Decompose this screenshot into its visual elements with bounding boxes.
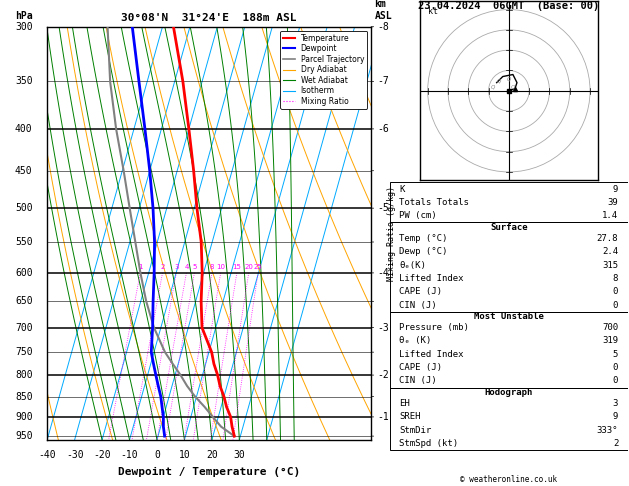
Text: Mixing Ratio (g/kg): Mixing Ratio (g/kg) [387, 186, 396, 281]
Text: 30°08'N  31°24'E  188m ASL: 30°08'N 31°24'E 188m ASL [121, 13, 297, 23]
Text: 800: 800 [15, 370, 33, 380]
Text: 8: 8 [613, 274, 618, 283]
Text: -3: -3 [377, 323, 389, 332]
Text: 10: 10 [216, 264, 225, 270]
Text: 600: 600 [15, 268, 33, 278]
Text: 950: 950 [15, 431, 33, 441]
Text: Totals Totals: Totals Totals [399, 198, 469, 207]
Text: CIN (J): CIN (J) [399, 300, 437, 310]
Text: Pressure (mb): Pressure (mb) [399, 323, 469, 332]
Text: 650: 650 [15, 296, 33, 306]
Text: SREH: SREH [399, 413, 421, 421]
Text: -30: -30 [66, 450, 84, 460]
Text: -7: -7 [377, 76, 389, 87]
Text: 15: 15 [232, 264, 242, 270]
Text: θₑ(K): θₑ(K) [399, 260, 426, 270]
Text: 10: 10 [179, 450, 191, 460]
Text: 4: 4 [184, 264, 189, 270]
Text: 0: 0 [613, 300, 618, 310]
Text: 1: 1 [138, 264, 143, 270]
Text: Dewp (°C): Dewp (°C) [399, 247, 448, 256]
Text: 1.4: 1.4 [602, 211, 618, 220]
Text: 5: 5 [192, 264, 197, 270]
Text: 0: 0 [613, 377, 618, 385]
Text: PW (cm): PW (cm) [399, 211, 437, 220]
Text: 27.8: 27.8 [597, 234, 618, 243]
Text: 750: 750 [15, 347, 33, 357]
Text: 8: 8 [209, 264, 214, 270]
Text: -1: -1 [377, 412, 389, 422]
Text: 2: 2 [160, 264, 165, 270]
Text: 9: 9 [613, 185, 618, 193]
Text: Q: Q [511, 85, 515, 90]
Text: Surface: Surface [490, 223, 528, 232]
Text: Q: Q [507, 77, 511, 82]
Text: -2: -2 [377, 370, 389, 380]
Text: 333°: 333° [597, 426, 618, 434]
Text: 319: 319 [602, 336, 618, 346]
Text: 400: 400 [15, 124, 33, 134]
Text: Most Unstable: Most Unstable [474, 312, 544, 321]
Text: 20: 20 [244, 264, 253, 270]
Text: 9: 9 [613, 413, 618, 421]
Text: 300: 300 [15, 22, 33, 32]
Legend: Temperature, Dewpoint, Parcel Trajectory, Dry Adiabat, Wet Adiabat, Isotherm, Mi: Temperature, Dewpoint, Parcel Trajectory… [280, 31, 367, 109]
Text: -10: -10 [121, 450, 138, 460]
Bar [390, 387, 628, 450]
Text: CIN (J): CIN (J) [399, 377, 437, 385]
Text: -40: -40 [38, 450, 56, 460]
Text: -5: -5 [377, 203, 389, 213]
Text: 315: 315 [602, 260, 618, 270]
Text: 450: 450 [15, 166, 33, 176]
Text: -20: -20 [93, 450, 111, 460]
Bar [390, 182, 628, 223]
Text: 23.04.2024  06GMT  (Base: 00): 23.04.2024 06GMT (Base: 00) [418, 1, 599, 12]
Text: θₑ (K): θₑ (K) [399, 336, 431, 346]
Text: 350: 350 [15, 76, 33, 87]
Text: 20: 20 [206, 450, 218, 460]
Text: 2.4: 2.4 [602, 247, 618, 256]
Text: Dewpoint / Temperature (°C): Dewpoint / Temperature (°C) [118, 467, 300, 477]
Text: StmSpd (kt): StmSpd (kt) [399, 439, 459, 448]
Text: 700: 700 [602, 323, 618, 332]
Text: -8: -8 [377, 22, 389, 32]
Text: km
ASL: km ASL [374, 0, 392, 20]
Text: Q: Q [491, 85, 495, 90]
Text: EH: EH [399, 399, 410, 408]
Text: 0: 0 [613, 287, 618, 296]
Text: CAPE (J): CAPE (J) [399, 287, 442, 296]
Text: hPa: hPa [15, 11, 33, 20]
Text: © weatheronline.co.uk: © weatheronline.co.uk [460, 474, 557, 484]
Text: 700: 700 [15, 323, 33, 332]
Text: K: K [399, 185, 405, 193]
Text: StmDir: StmDir [399, 426, 431, 434]
Text: 3: 3 [613, 399, 618, 408]
Text: Hodograph: Hodograph [485, 388, 533, 397]
Text: 25: 25 [253, 264, 262, 270]
Text: -6: -6 [377, 124, 389, 134]
Text: 3: 3 [174, 264, 179, 270]
Text: 500: 500 [15, 203, 33, 213]
Text: 30: 30 [233, 450, 245, 460]
Text: CAPE (J): CAPE (J) [399, 363, 442, 372]
Text: Lifted Index: Lifted Index [399, 274, 464, 283]
Text: 850: 850 [15, 392, 33, 401]
Text: 2: 2 [613, 439, 618, 448]
Text: 0: 0 [613, 363, 618, 372]
Text: 550: 550 [15, 237, 33, 247]
Text: Temp (°C): Temp (°C) [399, 234, 448, 243]
Bar [390, 312, 628, 387]
Text: kt: kt [428, 7, 438, 16]
Text: 39: 39 [608, 198, 618, 207]
Text: 5: 5 [613, 350, 618, 359]
Text: Lifted Index: Lifted Index [399, 350, 464, 359]
Text: 900: 900 [15, 412, 33, 422]
Bar [390, 223, 628, 312]
Text: -4: -4 [377, 268, 389, 278]
Text: Q: Q [497, 79, 501, 84]
Text: 0: 0 [154, 450, 160, 460]
